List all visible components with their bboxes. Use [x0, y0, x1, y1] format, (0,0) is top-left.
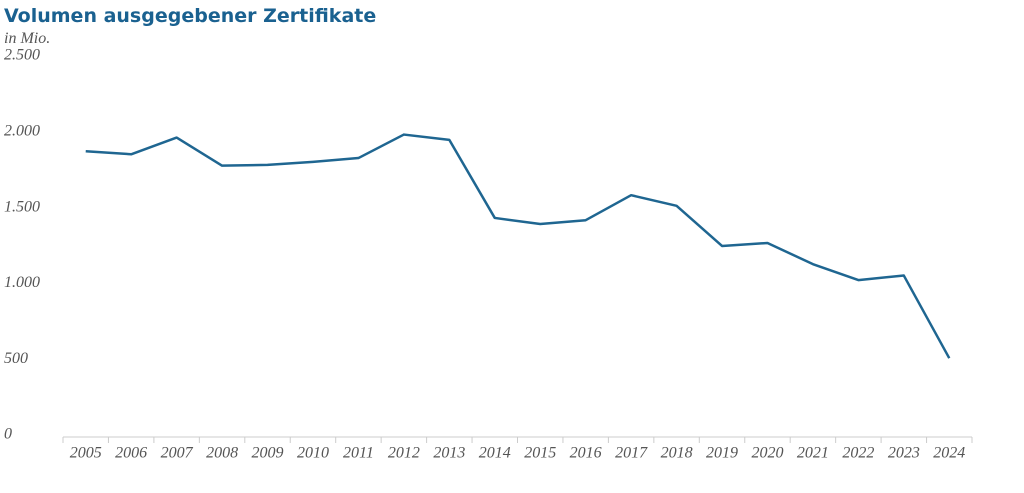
x-tick-label: 2023 [888, 445, 920, 462]
x-tick-label: 2014 [479, 445, 511, 462]
y-tick-label: 2.500 [4, 47, 40, 64]
x-tick-label: 2017 [615, 445, 648, 462]
x-tick-label: 2012 [388, 445, 420, 462]
x-tick-label: 2021 [797, 445, 829, 462]
y-tick-label: 2.000 [4, 122, 40, 139]
y-tick-label: 0 [4, 426, 12, 443]
chart-subtitle: in Mio. [4, 30, 50, 47]
x-tick-label: 2009 [252, 445, 284, 462]
x-tick-label: 2018 [661, 445, 693, 462]
x-tick-label: 2011 [343, 445, 374, 462]
x-tick-label: 2022 [842, 445, 874, 462]
x-tick-label: 2016 [570, 445, 602, 462]
y-tick-label: 1.500 [4, 198, 40, 215]
x-tick-label: 2013 [433, 445, 465, 462]
data-line [85, 133, 951, 359]
x-tick-label: 2024 [933, 445, 965, 462]
x-tick-label: 2020 [751, 445, 783, 462]
x-tick-label: 2006 [115, 445, 147, 462]
x-tick-label: 2010 [297, 445, 329, 462]
chart-title: Volumen ausgegebener Zertifikate [4, 5, 376, 27]
x-tick-label: 2007 [161, 445, 194, 462]
x-tick-label: 2015 [524, 445, 556, 462]
y-tick-label: 500 [4, 350, 28, 367]
x-tick-label: 2008 [206, 445, 238, 462]
x-tick-label: 2005 [70, 445, 102, 462]
y-tick-label: 1.000 [4, 274, 40, 291]
x-tick-label: 2019 [706, 445, 738, 462]
